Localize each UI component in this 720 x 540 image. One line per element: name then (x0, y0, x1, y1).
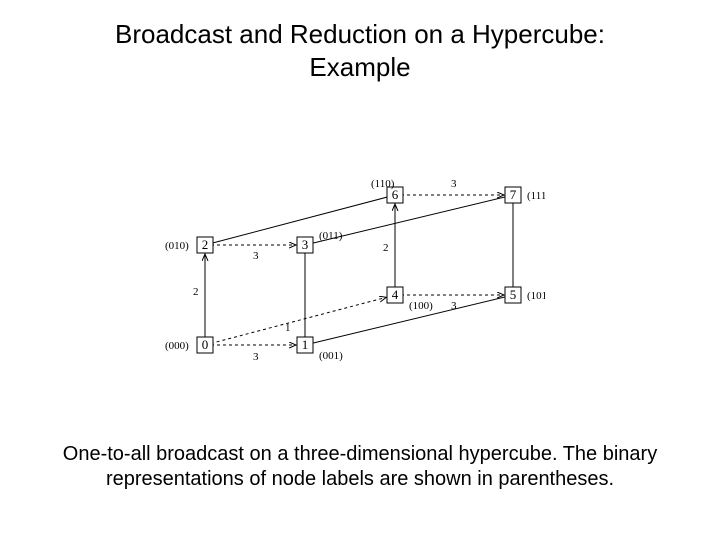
hypercube-diagram: 01234567 (000)(001)(010)(011)(100)(101)(… (145, 155, 545, 385)
node-bin-0: (000) (165, 340, 189, 352)
node-bin-3: (011) (319, 230, 343, 242)
node-label-5: 5 (510, 287, 517, 302)
step-label-4-5: 3 (451, 300, 457, 312)
step-label-6-7: 3 (451, 178, 457, 190)
node-bin-4: (100) (409, 300, 433, 312)
title-line2: Example (309, 52, 410, 82)
step-label-0-4: 1 (285, 322, 291, 334)
node-label-0: 0 (202, 337, 209, 352)
broadcast-edge-0-4 (205, 298, 385, 345)
node-bin-1: (001) (319, 350, 343, 362)
node-bin-6: (110) (371, 178, 395, 190)
step-label-2-3: 3 (253, 250, 259, 262)
node-label-1: 1 (302, 337, 309, 352)
step-label-4-6: 2 (383, 242, 389, 254)
step-label-0-2: 2 (193, 286, 199, 298)
node-label-3: 3 (302, 237, 309, 252)
node-bin-2: (010) (165, 240, 189, 252)
title-line1: Broadcast and Reduction on a Hypercube: (115, 19, 605, 49)
step-label-0-1: 3 (253, 351, 259, 363)
node-label-2: 2 (202, 237, 209, 252)
node-bin-5: (101) (527, 290, 545, 302)
slide-caption: One-to-all broadcast on a three-dimensio… (50, 442, 670, 492)
diagram-svg: 01234567 (000)(001)(010)(011)(100)(101)(… (145, 155, 545, 385)
node-label-7: 7 (510, 187, 517, 202)
slide-title: Broadcast and Reduction on a Hypercube: … (0, 0, 720, 83)
node-bin-7: (111) (527, 190, 545, 202)
node-label-4: 4 (392, 287, 399, 302)
